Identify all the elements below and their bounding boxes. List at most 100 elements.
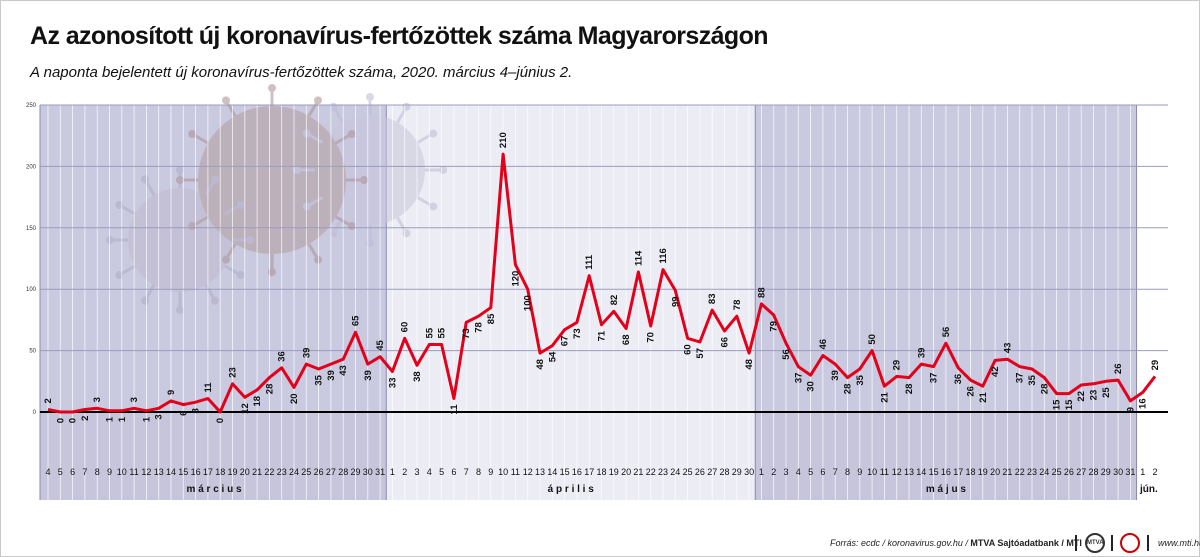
- data-label: 9: [166, 390, 177, 395]
- virus-spike-tip: [115, 201, 124, 209]
- virus-spike-tip: [236, 201, 245, 209]
- virus-spike-tip: [314, 96, 322, 105]
- virus-spike-tip: [402, 229, 411, 238]
- x-tick-label: 13: [154, 467, 164, 477]
- site-link[interactable]: www.mti.hu: [1158, 538, 1200, 548]
- data-label: 65: [351, 315, 362, 326]
- x-tick-label: 15: [560, 467, 570, 477]
- data-label: 12: [240, 403, 251, 414]
- data-label: 2: [80, 416, 91, 421]
- data-label: 100: [523, 295, 534, 311]
- x-tick-label: 10: [498, 467, 508, 477]
- x-tick-label: 12: [141, 467, 151, 477]
- x-tick-label: 5: [808, 467, 813, 477]
- month-label: m á j u s: [926, 484, 966, 495]
- data-label: 39: [363, 370, 374, 381]
- data-label: 71: [597, 330, 608, 341]
- x-tick-label: 18: [965, 467, 975, 477]
- virus-spike-tip: [439, 166, 447, 174]
- data-label: 56: [781, 349, 792, 360]
- x-tick-label: 4: [796, 467, 801, 477]
- data-label: 57: [695, 348, 706, 359]
- data-label: 55: [437, 327, 448, 338]
- x-tick-label: 22: [264, 467, 274, 477]
- y-tick-label: 150: [26, 226, 37, 232]
- data-label: 1: [117, 416, 128, 422]
- x-tick-label: 27: [326, 467, 336, 477]
- month-label: m á r c i u s: [187, 484, 242, 495]
- data-label: 1: [141, 416, 152, 422]
- data-label: 11: [449, 404, 460, 415]
- x-tick-label: 19: [227, 467, 237, 477]
- data-label: 36: [277, 351, 288, 362]
- x-tick-label: 17: [584, 467, 594, 477]
- data-label: 79: [769, 321, 780, 332]
- x-tick-label: 16: [191, 467, 201, 477]
- virus-spike-tip: [268, 268, 276, 276]
- x-tick-label: 31: [375, 467, 385, 477]
- data-label: 39: [301, 348, 312, 359]
- data-label: 8: [191, 408, 202, 413]
- data-label: 114: [633, 250, 644, 266]
- x-tick-label: 14: [916, 467, 926, 477]
- month-band-lower: [40, 412, 387, 500]
- virus-illustration: [106, 84, 447, 314]
- virus-spike-tip: [360, 176, 368, 184]
- x-tick-label: 9: [488, 467, 493, 477]
- virus-spike-tip: [429, 202, 438, 211]
- x-tick-label: 2: [1152, 467, 1157, 477]
- data-label: 60: [683, 344, 694, 355]
- data-label: 70: [646, 332, 657, 343]
- source-note: Forrás: ecdc / koronavirus.gov.hu / MTVA…: [830, 538, 1082, 548]
- data-label: 35: [314, 374, 325, 385]
- data-label: 43: [1002, 343, 1013, 354]
- x-tick-label: 15: [178, 467, 188, 477]
- x-tick-label: 4: [427, 467, 432, 477]
- x-tick-label: 18: [596, 467, 606, 477]
- grid-lines: [40, 104, 1168, 500]
- month-band-lower: [386, 412, 756, 500]
- x-tick-label: 19: [609, 467, 619, 477]
- x-tick-label: 21: [633, 467, 643, 477]
- x-tick-label: 24: [1039, 467, 1049, 477]
- separator: [1111, 535, 1113, 551]
- mtva-logo: MTVA: [1085, 533, 1105, 553]
- x-tick-label: 26: [1064, 467, 1074, 477]
- x-tick-label: 16: [572, 467, 582, 477]
- virus-spike-tip: [347, 222, 356, 230]
- data-label: 50: [867, 334, 878, 345]
- x-tick-label: 8: [845, 467, 850, 477]
- data-label: 43: [338, 365, 349, 376]
- y-axis: 0 50 100 150 200 250: [26, 103, 37, 416]
- x-tick-label: 20: [240, 467, 250, 477]
- y-tick-label: 50: [29, 349, 36, 355]
- virus-spike-tip: [302, 129, 311, 138]
- x-tick-label: 1: [390, 467, 395, 477]
- x-tick-label: 15: [929, 467, 939, 477]
- data-label: 78: [732, 300, 743, 311]
- virus-spike-tip: [176, 166, 184, 174]
- separator: [1075, 535, 1077, 551]
- x-tick-label: 22: [646, 467, 656, 477]
- data-label: 3: [154, 414, 165, 419]
- x-tick-label: 28: [1088, 467, 1098, 477]
- x-tick-label: 16: [941, 467, 951, 477]
- x-tick-label: 11: [511, 467, 520, 477]
- source-text: Forrás: ecdc / koronavirus.gov.hu /: [830, 538, 971, 548]
- x-tick-label: 25: [301, 467, 311, 477]
- data-label: 45: [375, 339, 386, 350]
- month-label: á p r i l i s: [548, 484, 595, 495]
- data-label: 48: [535, 359, 546, 370]
- y-tick-label: 100: [26, 287, 37, 293]
- separator: [1147, 535, 1149, 551]
- virus-spike-tip: [106, 236, 114, 244]
- x-tick-label: 1: [759, 467, 764, 477]
- x-tick-label: 27: [707, 467, 717, 477]
- x-tick-label: 21: [1002, 467, 1012, 477]
- x-tick-label: 24: [289, 467, 299, 477]
- data-label: 83: [707, 293, 718, 304]
- chart-subtitle: A naponta bejelentett új koronavírus-fer…: [30, 64, 573, 81]
- x-tick-label: 25: [683, 467, 693, 477]
- x-tick-label: 26: [695, 467, 705, 477]
